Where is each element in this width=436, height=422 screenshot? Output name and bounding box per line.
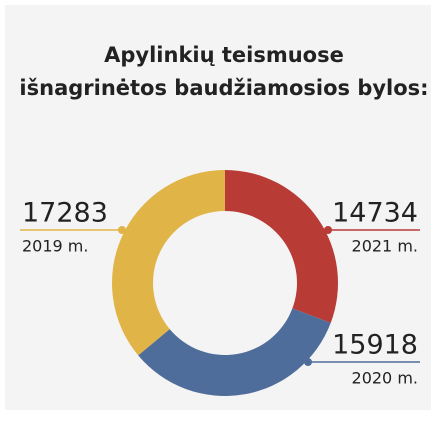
donut-segment (225, 170, 338, 323)
value-label: 14734 (332, 198, 418, 229)
leader-dot (118, 226, 126, 234)
donut-segment (138, 308, 331, 396)
leader-dot (304, 358, 312, 366)
chart-title: Apylinkių teismuose (104, 43, 344, 67)
leader-dot (324, 226, 332, 234)
category-label: 2020 m. (352, 369, 418, 388)
value-label: 17283 (22, 198, 108, 229)
chart-title: išnagrinėtos baudžiamosios bylos: (19, 76, 428, 100)
category-label: 2021 m. (352, 237, 418, 256)
value-label: 15918 (332, 330, 418, 361)
donut-segment (112, 170, 225, 356)
category-label: 2019 m. (22, 237, 88, 256)
